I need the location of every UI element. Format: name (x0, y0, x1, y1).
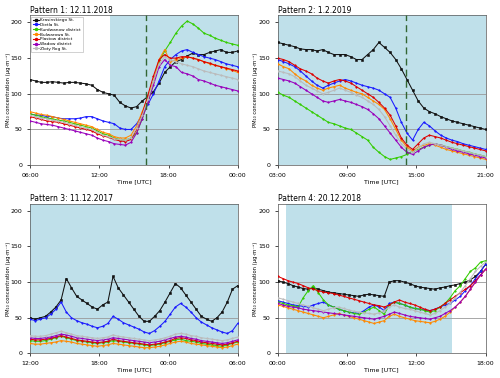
Text: Pattern 1: 12.11.2018: Pattern 1: 12.11.2018 (30, 6, 112, 15)
X-axis label: Time [UTC]: Time [UTC] (116, 367, 151, 372)
Bar (30, 204, 238, 353)
Bar (286, 204, 452, 353)
Y-axis label: PM₁₀ concentration (μg·m⁻³): PM₁₀ concentration (μg·m⁻³) (6, 241, 10, 316)
Legend: Krasinskiego St., Dietla St., Kurdwanow district, Bulwarowa St., Plastow distric: Krasinskiego St., Dietla St., Kurdwanow … (31, 17, 82, 53)
X-axis label: Time [UTC]: Time [UTC] (116, 179, 151, 184)
Bar (278, 15, 486, 165)
Y-axis label: PM₁₀ concentration (μg·m⁻³): PM₁₀ concentration (μg·m⁻³) (254, 241, 258, 316)
Text: Pattern 2: 1.2.2019: Pattern 2: 1.2.2019 (278, 6, 351, 15)
Y-axis label: PM₁₀ concentration (μg·m⁻³): PM₁₀ concentration (μg·m⁻³) (254, 53, 258, 127)
Bar (110, 15, 238, 165)
X-axis label: Time [UTC]: Time [UTC] (364, 179, 399, 184)
Text: Pattern 4: 20.12.2018: Pattern 4: 20.12.2018 (278, 194, 361, 203)
Text: Pattern 3: 11.12.2017: Pattern 3: 11.12.2017 (30, 194, 113, 203)
Y-axis label: PM₁₀ concentration (μg·m⁻³): PM₁₀ concentration (μg·m⁻³) (6, 53, 10, 127)
X-axis label: Time [UTC]: Time [UTC] (364, 367, 399, 372)
